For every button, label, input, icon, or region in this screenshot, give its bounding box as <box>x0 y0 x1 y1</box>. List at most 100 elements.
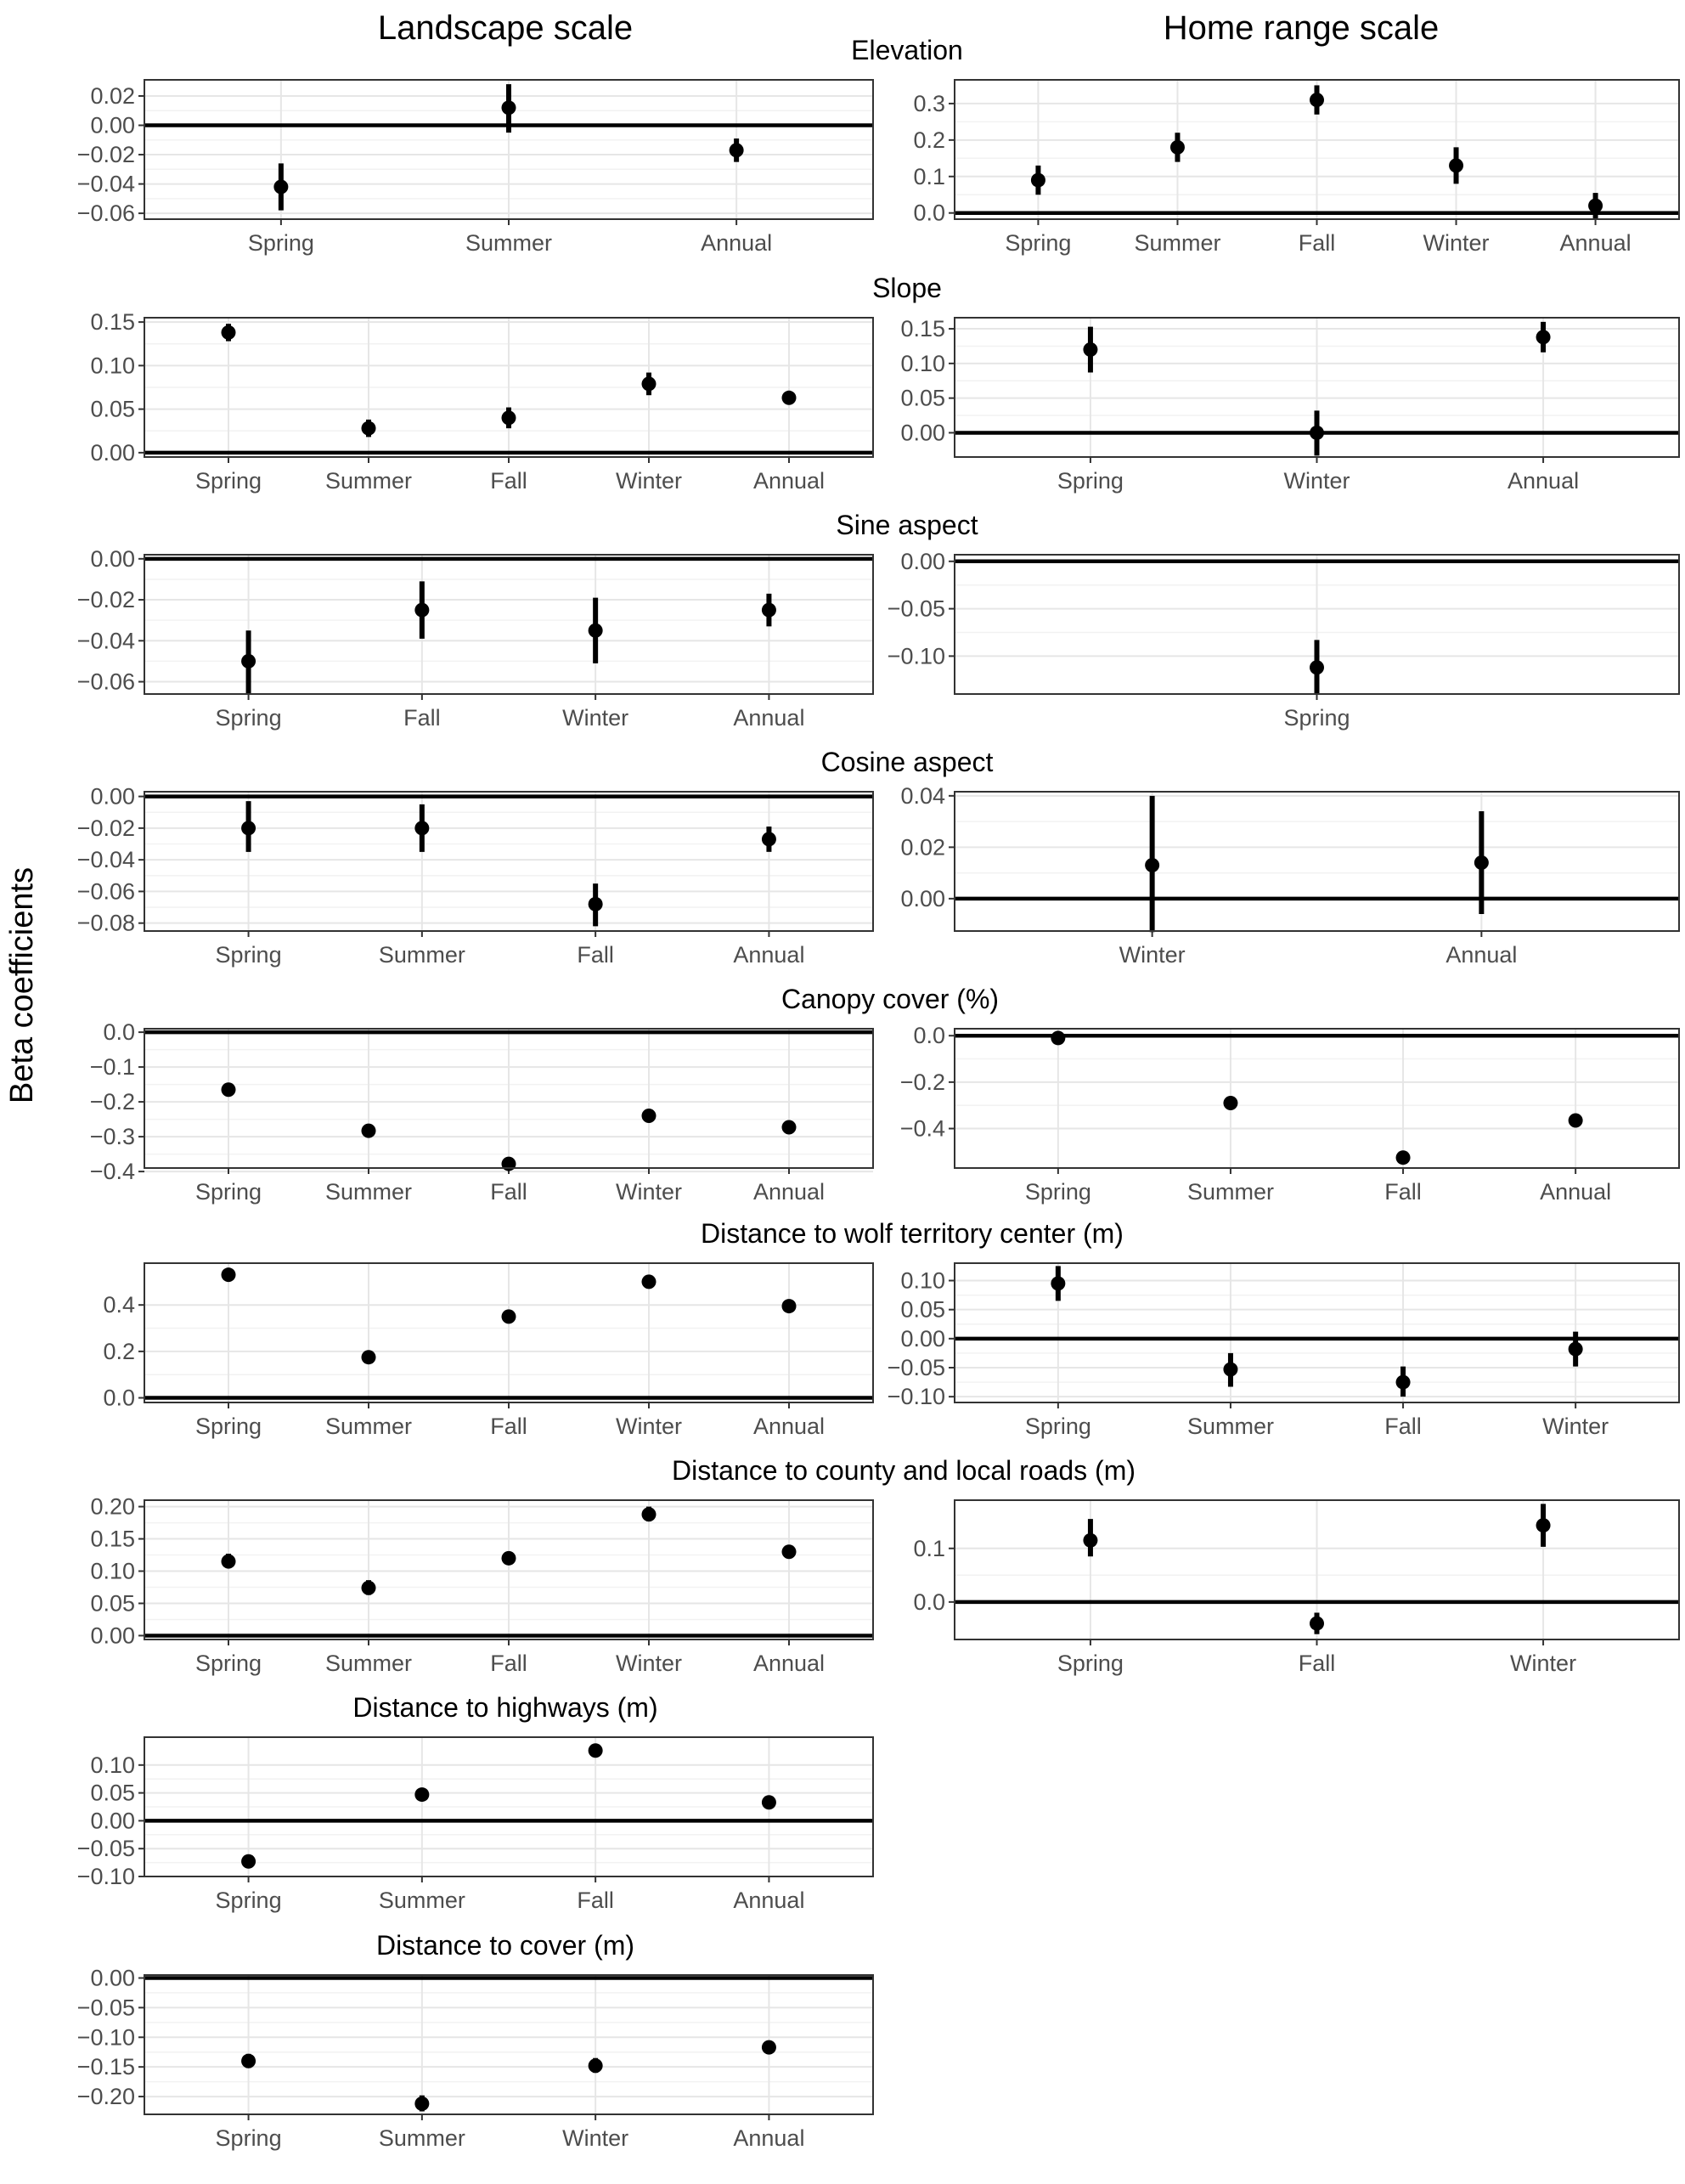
x-tick-label: Summer <box>325 468 412 494</box>
data-point <box>1536 1518 1551 1533</box>
panel-title: Cosine aspect <box>821 747 994 777</box>
data-point <box>361 1123 376 1138</box>
data-point <box>414 2096 430 2111</box>
y-tick-label: −0.04 <box>77 847 135 872</box>
data-point <box>414 1787 430 1803</box>
x-tick-label: Winter <box>1423 230 1490 256</box>
y-tick-label: 0.4 <box>103 1292 135 1318</box>
y-tick-label: −0.06 <box>77 669 135 695</box>
panel-sine-land: −0.06 −0.04 −0.02 0.00 Spring Fall Winter Annua… <box>77 510 978 731</box>
panel-border <box>954 317 1680 458</box>
panel-border <box>144 1262 874 1403</box>
data-point <box>729 143 744 158</box>
data-point <box>781 1120 797 1135</box>
x-tick-label: Annual <box>753 1651 825 1676</box>
y-tick-label: −0.02 <box>77 815 135 841</box>
x-tick-label: Fall <box>490 1414 527 1439</box>
panel-wolf-home: −0.10 −0.05 0.00 0.05 0.10 Spring Summer Fall Wi… <box>888 1262 1680 1439</box>
x-tick-label: Winter <box>562 705 628 731</box>
plot-background <box>955 1029 1679 1168</box>
y-tick-label: 0.05 <box>90 397 135 422</box>
x-tick-label: Winter <box>1119 942 1186 968</box>
y-tick-label: −0.20 <box>77 2084 135 2109</box>
x-tick-label: Summer <box>1187 1179 1274 1205</box>
panel-roads-home: 0.0 0.1 Spring Fall Winter <box>913 1499 1680 1676</box>
x-tick-label: Annual <box>733 2125 804 2151</box>
panel-border <box>144 79 874 220</box>
data-point <box>1395 1150 1411 1165</box>
x-tick-label: Annual <box>753 1179 825 1205</box>
x-tick-label: Spring <box>1025 1179 1091 1205</box>
x-tick-label: Annual <box>701 230 772 256</box>
y-tick-label: 0.00 <box>900 886 945 911</box>
x-tick-label: Fall <box>1384 1179 1422 1205</box>
y-tick-label: −0.10 <box>888 643 945 669</box>
y-tick-label: −0.04 <box>77 628 135 653</box>
x-tick-label: Fall <box>1299 230 1336 256</box>
panel-title: Elevation <box>851 35 963 65</box>
data-point <box>501 1156 516 1171</box>
y-tick-label: 0.20 <box>90 1494 135 1520</box>
x-tick-label: Summer <box>325 1651 412 1676</box>
data-point <box>1310 660 1324 675</box>
data-point <box>1310 93 1324 108</box>
column-title-landscape: Landscape scale <box>378 9 633 47</box>
data-point <box>241 1854 256 1869</box>
y-tick-label: 0.15 <box>90 309 135 335</box>
y-tick-label: 0.10 <box>90 353 135 378</box>
y-tick-label: −0.4 <box>900 1116 945 1142</box>
panel-title: Distance to wolf territory center (m) <box>701 1218 1124 1249</box>
y-tick-label: 0.00 <box>90 546 135 572</box>
x-tick-label: Spring <box>216 1888 282 1913</box>
x-tick-label: Annual <box>753 468 825 494</box>
x-tick-label: Spring <box>216 705 282 731</box>
x-tick-label: Fall <box>490 1179 527 1205</box>
y-tick-label: 0.0 <box>913 1023 945 1048</box>
x-tick-label: Winter <box>616 468 682 494</box>
y-tick-label: −0.08 <box>77 911 135 936</box>
y-tick-label: −0.05 <box>888 596 945 622</box>
y-tick-label: 0.00 <box>90 113 135 138</box>
panel-title: Slope <box>872 273 942 303</box>
panel-border <box>954 791 1680 932</box>
data-point <box>1051 1276 1066 1291</box>
x-tick-label: Winter <box>616 1414 682 1439</box>
data-point <box>588 1743 603 1758</box>
x-tick-label: Spring <box>195 468 262 494</box>
panel-border <box>954 1028 1680 1169</box>
x-tick-label: Spring <box>248 230 314 256</box>
panel-slope-land: 0.00 0.05 0.10 0.15 Spring Summer Fall Winter An… <box>90 273 941 494</box>
y-tick-label: 0.05 <box>90 1590 135 1616</box>
plot-background <box>955 1263 1679 1402</box>
y-tick-label: 0.3 <box>913 91 945 116</box>
data-point <box>761 1795 776 1810</box>
panel-cos-land: −0.08 −0.06 −0.04 −0.02 0.00 Spring Summer Fall… <box>77 747 994 968</box>
data-point <box>641 1507 657 1522</box>
x-tick-label: Winter <box>1542 1414 1609 1439</box>
y-tick-label: 0.10 <box>900 1268 945 1294</box>
panel-roads-land: 0.00 0.05 0.10 0.15 0.20 Spring Summer Fall Wint… <box>90 1455 1136 1676</box>
x-tick-label: Winter <box>616 1651 682 1676</box>
x-tick-label: Fall <box>490 1651 527 1676</box>
panel-border <box>954 554 1680 695</box>
x-tick-label: Spring <box>1025 1414 1091 1439</box>
y-tick-label: 0.00 <box>90 1622 135 1648</box>
y-tick-label: 0.0 <box>913 1589 945 1615</box>
data-point <box>1223 1095 1238 1110</box>
data-point <box>501 100 516 116</box>
x-tick-label: Summer <box>465 230 552 256</box>
x-tick-label: Summer <box>1134 230 1220 256</box>
x-tick-label: Spring <box>1057 1651 1124 1676</box>
data-point <box>414 821 430 836</box>
data-point <box>241 653 256 669</box>
data-point <box>781 1544 797 1560</box>
x-tick-label: Spring <box>195 1179 262 1205</box>
data-point <box>1310 425 1324 440</box>
data-point <box>241 821 256 836</box>
plot-background <box>144 1975 873 2114</box>
panel-canopy-land: −0.4 −0.3 −0.2 −0.1 0.0 Spring Summer Fall Winte… <box>90 984 999 1205</box>
y-tick-label: 0.10 <box>90 1559 135 1584</box>
panel-elev-land: −0.06 −0.04 −0.02 0.00 0.02 Spring Summer Annua… <box>77 35 963 256</box>
data-point <box>1030 172 1045 188</box>
